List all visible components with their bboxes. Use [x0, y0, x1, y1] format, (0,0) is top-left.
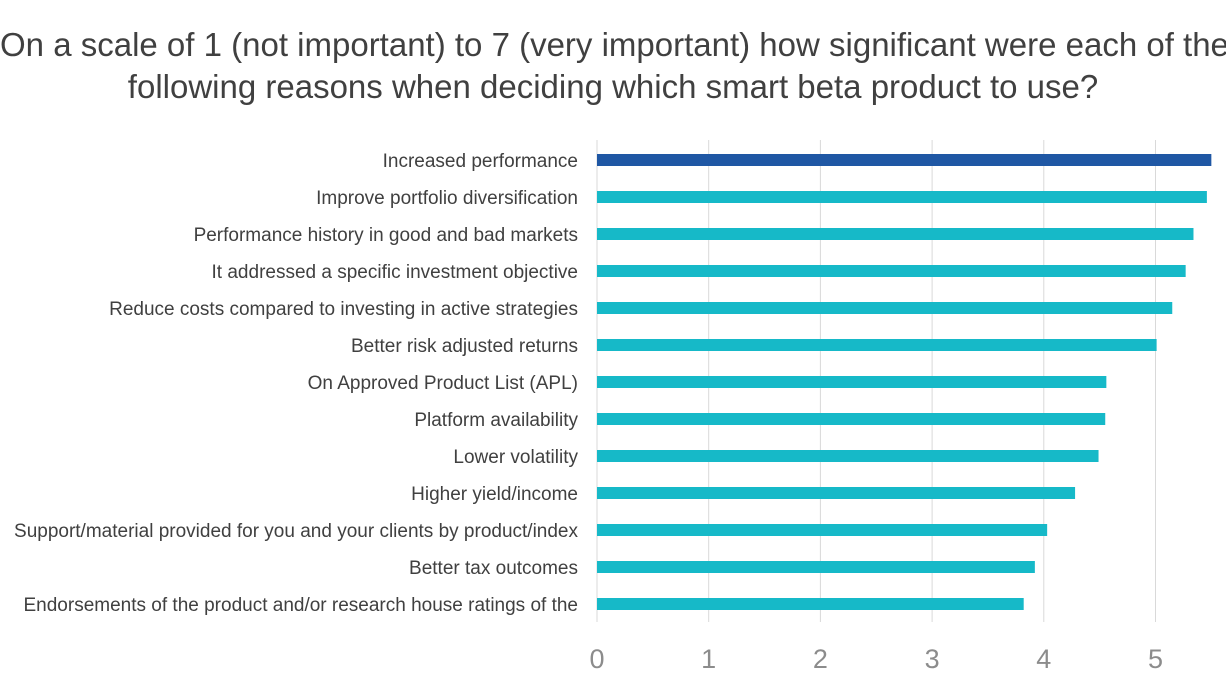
bar-6 [597, 339, 1157, 351]
x-tick-label: 0 [589, 644, 604, 674]
category-label: Performance history in good and bad mark… [194, 225, 578, 246]
category-label: On Approved Product List (APL) [308, 373, 578, 394]
bar-3 [597, 228, 1194, 240]
category-label: Lower volatility [453, 447, 578, 468]
bar-7 [597, 376, 1107, 388]
bar-10 [597, 487, 1076, 499]
category-label: It addressed a specific investment objec… [212, 262, 578, 283]
bar-1 [597, 154, 1212, 166]
category-labels: Increased performance Improve portfolio d… [14, 151, 578, 616]
chart-title-line-2: following reasons when deciding which sm… [127, 68, 1099, 105]
category-label: Endorsements of the product and/or resea… [24, 595, 579, 616]
chart-title-line-1: On a scale of 1 (not important) to 7 (ve… [0, 26, 1226, 63]
bar-13 [597, 598, 1024, 610]
bar-8 [597, 413, 1106, 425]
bar-12 [597, 561, 1035, 573]
bar-5 [597, 302, 1173, 314]
category-label: Increased performance [383, 151, 578, 172]
x-tick-label: 1 [701, 644, 716, 674]
bar-4 [597, 265, 1186, 277]
bars [597, 154, 1212, 610]
bar-2 [597, 191, 1207, 203]
category-label: Platform availability [414, 410, 578, 431]
bar-9 [597, 450, 1099, 462]
category-label: Improve portfolio diversification [316, 188, 578, 209]
category-label: Reduce costs compared to investing in ac… [109, 299, 578, 320]
x-tick-label: 5 [1148, 644, 1163, 674]
category-label: Better tax outcomes [409, 558, 578, 579]
category-label: Support/material provided for you and yo… [14, 521, 578, 542]
chart-title: On a scale of 1 (not important) to 7 (ve… [0, 24, 1226, 108]
x-tick-label: 3 [925, 644, 940, 674]
category-label: Better risk adjusted returns [351, 336, 578, 357]
x-tick-label: 2 [813, 644, 828, 674]
bar-11 [597, 524, 1048, 536]
category-label: Higher yield/income [411, 484, 578, 505]
x-tick-label: 4 [1036, 644, 1051, 674]
x-axis-ticks: 0 1 2 3 4 5 [589, 644, 1163, 674]
